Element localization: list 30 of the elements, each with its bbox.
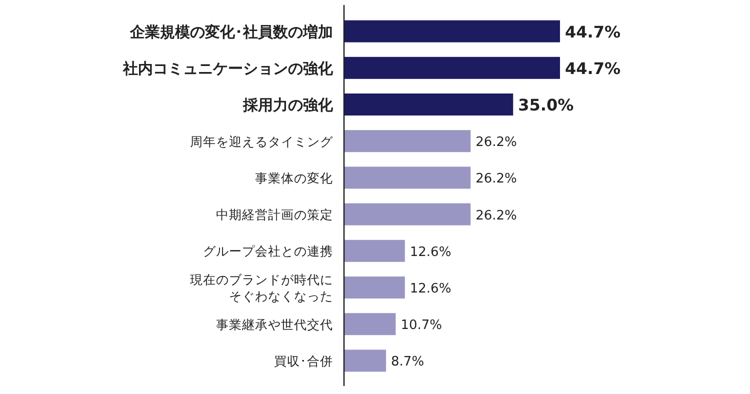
y-tick-label: 採用力の強化 [242, 96, 334, 114]
y-tick-label: 中期経営計画の策定 [216, 207, 333, 222]
data-label: 35.0% [518, 96, 574, 114]
y-tick-label: 社内コミュニケーションの強化 [122, 60, 334, 78]
data-label: 26.2% [476, 172, 517, 187]
y-tick-label: グループ会社との連携 [203, 244, 333, 259]
bar [344, 203, 471, 226]
bar [344, 94, 514, 116]
data-label: 12.6% [410, 244, 452, 260]
y-tick-label: 事業継承や世代交代 [216, 316, 333, 332]
bar [344, 20, 560, 42]
bar [344, 276, 405, 298]
data-label: 26.2% [476, 208, 517, 224]
y-tick-label: 企業規模の変化･社員数の増加 [129, 23, 333, 41]
bar [344, 350, 386, 372]
data-label: 44.7% [565, 58, 621, 78]
data-label: 12.6% [410, 282, 452, 296]
bar [344, 313, 396, 336]
y-tick-label: 周年を迎えるタイミング [190, 134, 334, 149]
y-tick-label: 事業体の変化 [255, 170, 333, 186]
data-label: 8.7% [391, 354, 424, 370]
data-label: 10.7% [400, 318, 442, 334]
bar [344, 130, 471, 152]
bar [344, 56, 560, 79]
y-tick-label: 現在のブランドが時代にそぐわなくなった [190, 272, 333, 304]
bar [344, 166, 471, 189]
y-tick-label: 買収･合併 [274, 353, 333, 368]
data-label: 44.7% [565, 22, 621, 42]
data-label: 26.2% [476, 135, 517, 150]
bar [344, 240, 405, 262]
